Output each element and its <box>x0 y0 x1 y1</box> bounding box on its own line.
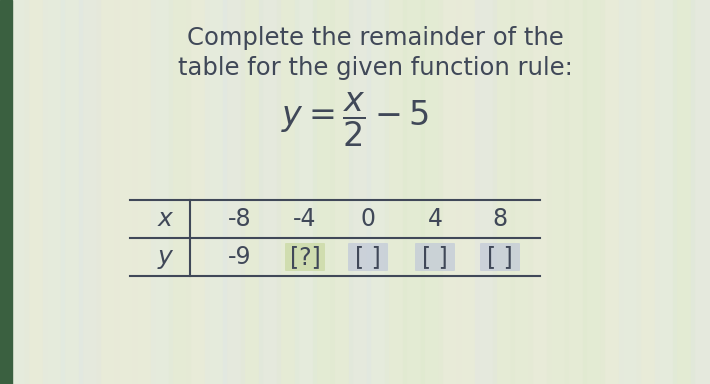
Text: [?]: [?] <box>290 245 320 269</box>
Text: x: x <box>158 207 173 231</box>
Text: [ ]: [ ] <box>355 245 381 269</box>
Text: -8: -8 <box>228 207 252 231</box>
Text: y: y <box>158 245 173 269</box>
FancyBboxPatch shape <box>285 243 325 271</box>
Text: [ ]: [ ] <box>422 245 448 269</box>
FancyBboxPatch shape <box>348 243 388 271</box>
Text: 0: 0 <box>361 207 376 231</box>
Text: [ ]: [ ] <box>487 245 513 269</box>
Text: Complete the remainder of the: Complete the remainder of the <box>187 26 563 50</box>
Text: 8: 8 <box>493 207 508 231</box>
FancyBboxPatch shape <box>480 243 520 271</box>
Text: -9: -9 <box>228 245 252 269</box>
Text: -4: -4 <box>293 207 317 231</box>
Text: table for the given function rule:: table for the given function rule: <box>178 56 572 80</box>
Bar <box>0 0 12 384</box>
Text: 4: 4 <box>427 207 442 231</box>
Text: $y = \dfrac{x}{2} - 5$: $y = \dfrac{x}{2} - 5$ <box>281 91 429 149</box>
FancyBboxPatch shape <box>415 243 455 271</box>
